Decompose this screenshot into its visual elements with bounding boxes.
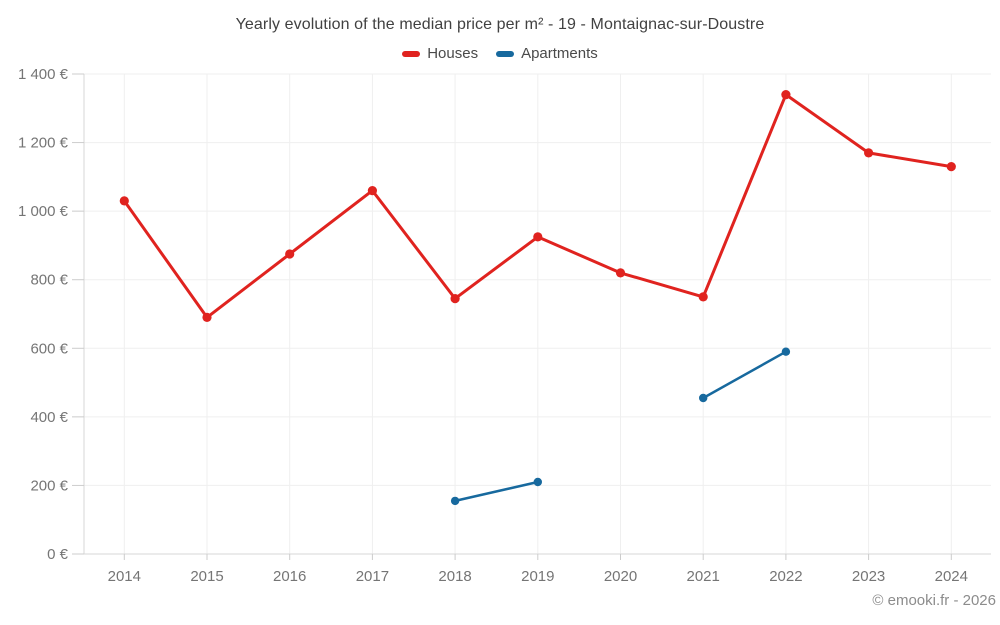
houses-point-2020[interactable]	[615, 268, 626, 278]
houses-point-2018[interactable]	[450, 294, 460, 304]
houses-point-2016[interactable]	[285, 249, 295, 259]
apartments-legend-swatch-icon	[496, 50, 515, 57]
houses-point-2017[interactable]	[367, 186, 377, 196]
chart-title: Yearly evolution of the median price per…	[235, 16, 765, 33]
apartments-point-2022[interactable]	[781, 347, 791, 356]
legend-item-apartments[interactable]: Apartments	[496, 45, 598, 62]
x-axis-label-2015: 2015	[190, 568, 223, 585]
houses-point-2023[interactable]	[864, 148, 874, 158]
y-axis-label-600: 600 €	[30, 340, 68, 357]
apartments-line	[453, 350, 788, 503]
x-axis-label-2021: 2021	[687, 568, 720, 585]
x-axis-label-2020: 2020	[604, 568, 637, 585]
houses-point-2022[interactable]	[781, 90, 791, 100]
houses-legend-label: Houses	[427, 45, 479, 62]
x-axis-label-2016: 2016	[273, 568, 306, 585]
data-points	[119, 90, 956, 506]
apartments-legend-label: Apartments	[521, 45, 598, 62]
x-axis-label-2018: 2018	[438, 568, 471, 585]
apartments-point-2018[interactable]	[450, 496, 460, 506]
y-axis-label-1000: 1 000 €	[18, 203, 69, 220]
x-axis-label-2019: 2019	[521, 568, 554, 585]
houses-point-2015[interactable]	[202, 312, 212, 322]
y-axis-label-0: 0 €	[47, 546, 69, 563]
y-axis-label-1400: 1 400 €	[18, 66, 69, 83]
y-axis-label-1200: 1 200 €	[18, 135, 69, 152]
houses-point-2021[interactable]	[698, 292, 708, 302]
y-axis-label-200: 200 €	[30, 477, 68, 494]
copyright-credit: © emooki.fr - 2026	[872, 592, 996, 609]
y-axis-label-800: 800 €	[30, 272, 68, 289]
houses-legend-swatch-icon	[402, 50, 421, 57]
apartments-point-2019[interactable]	[533, 477, 542, 487]
houses-point-2019[interactable]	[533, 232, 543, 242]
legend: Houses Apartments	[0, 45, 1000, 62]
gridlines	[84, 73, 991, 554]
legend-item-houses[interactable]: Houses	[402, 45, 478, 62]
x-axis-label-2022: 2022	[769, 568, 802, 585]
apartments-point-2021[interactable]	[699, 393, 708, 403]
x-axis-label-2024: 2024	[935, 568, 968, 585]
houses-point-2014[interactable]	[119, 196, 129, 206]
axes	[72, 73, 991, 560]
houses-point-2024[interactable]	[946, 162, 956, 172]
x-axis-label-2017: 2017	[356, 568, 389, 585]
axis-labels: 0 € 200 € 400 € 600 € 800 € 1 000 € 1 200 € 1 4…	[18, 66, 968, 585]
x-axis-label-2014: 2014	[108, 568, 141, 585]
y-axis-label-400: 400 €	[30, 409, 68, 426]
x-axis-label-2023: 2023	[852, 568, 885, 585]
